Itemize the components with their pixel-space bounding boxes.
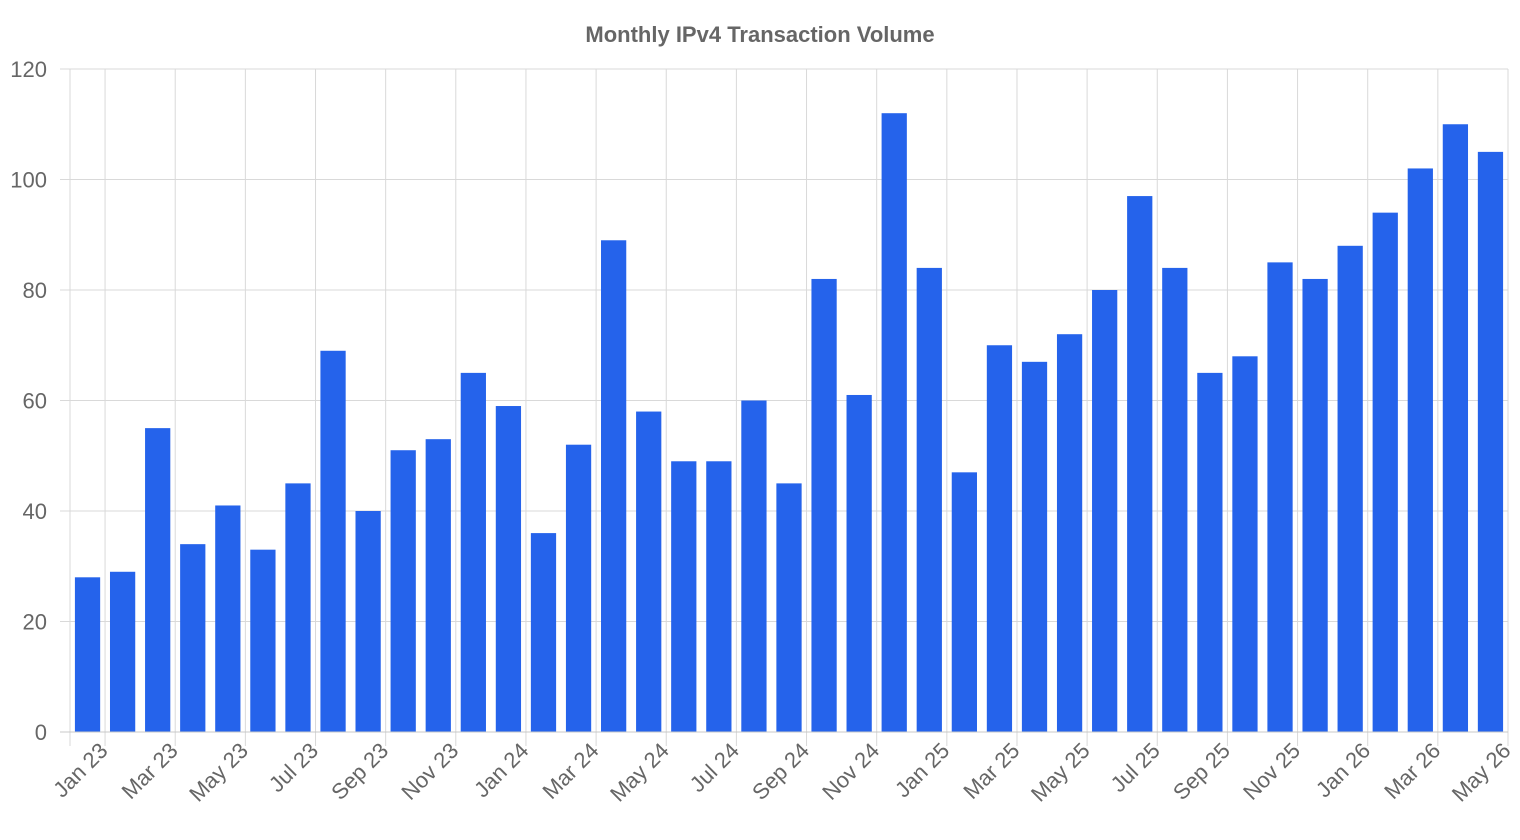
x-tick-label: May 23 [184,738,253,807]
y-axis: 0 20 40 60 80 100 120 [10,57,47,745]
bar-jan-24 [495,406,522,732]
bar-mar-25 [986,345,1013,732]
bar-oct-25 [1232,356,1258,732]
bar-mar-23 [145,428,171,732]
x-tick-label: Jul 25 [1106,738,1165,797]
bar-dec-23 [460,372,486,732]
bar-feb-26 [1372,212,1398,732]
x-tick-label: Jan 24 [469,738,533,802]
y-tick-label: 80 [23,278,47,303]
bar-may-26 [1477,151,1504,732]
bar-may-24 [636,411,662,732]
bar-nov-25 [1267,262,1293,732]
bar-jun-24 [671,461,697,732]
x-tick-label: Jul 23 [264,738,323,797]
y-tick-label: 0 [35,720,47,745]
x-tick-label: Mar 26 [1379,738,1445,804]
bars [74,113,1504,733]
x-tick-label: May 26 [1447,738,1516,807]
x-tick-label: Nov 25 [1238,738,1305,805]
y-tick-label: 20 [23,610,47,635]
x-tick-label: Mar 24 [538,738,604,804]
y-tick-label: 100 [10,168,47,193]
bar-apr-25 [1021,361,1048,732]
y-tick-label: 120 [10,57,47,82]
x-axis: Jan 23 Mar 23 May 23 Jul 23 Sep 23 Nov 23 Jan … [48,731,1516,807]
x-tick-label: Nov 23 [396,738,463,805]
x-tick-label: Mar 25 [958,738,1024,804]
bar-mar-26 [1407,168,1433,732]
x-tick-label: Sep 24 [747,738,814,805]
bar-jul-23 [285,483,311,732]
bar-aug-24 [741,400,767,732]
bar-nov-24 [846,394,872,732]
bar-aug-23 [320,350,346,732]
y-tick-label: 40 [23,499,47,524]
x-tick-label: Mar 23 [117,738,183,804]
bar-sep-23 [355,511,381,732]
bar-aug-25 [1162,267,1188,732]
grid-lines [60,68,1509,746]
bar-sep-25 [1197,372,1223,732]
bar-apr-23 [180,544,206,732]
bar-feb-25 [951,472,977,732]
bar-apr-24 [601,240,627,732]
bar-jan-23 [74,577,101,732]
bar-oct-24 [811,278,837,732]
x-tick-label: Sep 25 [1168,738,1235,805]
bar-jul-25 [1127,196,1153,732]
bar-sep-24 [776,483,802,732]
bar-may-25 [1056,334,1083,732]
y-tick-label: 60 [23,389,47,414]
x-tick-label: Sep 23 [326,738,393,805]
x-tick-label: Jan 25 [890,738,954,802]
bar-jan-25 [916,267,942,732]
bar-jun-25 [1092,290,1118,732]
x-tick-label: Jan 26 [1311,738,1375,802]
bar-jun-23 [250,549,276,732]
x-tick-label: May 25 [1026,738,1095,807]
x-tick-label: Jan 23 [48,738,112,802]
x-tick-label: May 24 [605,738,674,807]
bar-dec-24 [881,113,907,732]
bar-may-23 [215,505,241,732]
bar-mar-24 [565,444,592,732]
bar-feb-23 [109,571,136,732]
bar-jul-24 [706,461,732,732]
chart-title: Monthly IPv4 Transaction Volume [585,22,934,47]
bar-apr-26 [1442,124,1469,732]
bar-feb-24 [530,533,557,732]
x-tick-label: Nov 24 [817,738,884,805]
bar-oct-23 [390,450,416,732]
bar-jan-26 [1337,245,1363,733]
bar-dec-25 [1302,278,1328,732]
x-tick-label: Jul 24 [685,738,744,797]
bar-nov-23 [425,439,451,732]
